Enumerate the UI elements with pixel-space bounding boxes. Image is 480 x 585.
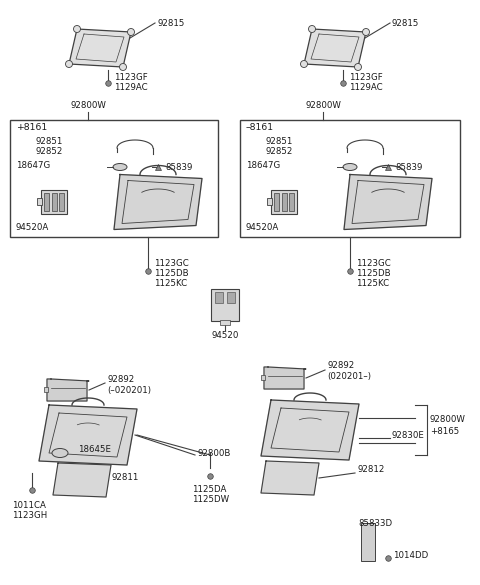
Text: 18645E: 18645E [78, 446, 111, 455]
Text: 85839: 85839 [395, 163, 422, 171]
Polygon shape [304, 29, 366, 67]
Text: (–020201): (–020201) [107, 386, 151, 394]
Bar [361, 523, 375, 561]
Text: 1123GC: 1123GC [356, 260, 391, 269]
Polygon shape [69, 29, 131, 67]
Text: 92812: 92812 [357, 466, 384, 474]
Text: 1125DB: 1125DB [356, 270, 391, 278]
Bar [37, 198, 42, 205]
Bar [41, 190, 67, 214]
Bar [281, 193, 287, 211]
Text: 18647G: 18647G [246, 161, 280, 170]
Text: 1014DD: 1014DD [393, 550, 428, 559]
Text: 1123GF: 1123GF [349, 74, 383, 82]
Circle shape [128, 29, 134, 36]
Text: 92800W: 92800W [70, 102, 106, 111]
Polygon shape [261, 461, 319, 495]
Ellipse shape [113, 163, 127, 170]
Polygon shape [114, 174, 202, 229]
Circle shape [300, 60, 308, 67]
Bar [240, 120, 460, 237]
Text: (020201–): (020201–) [327, 373, 371, 381]
Text: 1125DB: 1125DB [154, 270, 189, 278]
Text: 1123GC: 1123GC [154, 260, 189, 269]
Bar [267, 198, 272, 205]
Ellipse shape [52, 449, 68, 457]
Bar [211, 289, 239, 321]
Bar [44, 193, 49, 211]
Text: 92811: 92811 [112, 473, 139, 483]
Polygon shape [264, 367, 306, 389]
Bar [44, 387, 48, 392]
Text: 92851: 92851 [35, 137, 62, 146]
Text: 94520A: 94520A [246, 222, 279, 232]
Text: 92800B: 92800B [197, 449, 230, 457]
Text: 92800W: 92800W [430, 415, 466, 425]
Bar [227, 292, 235, 303]
Circle shape [120, 64, 127, 71]
Bar [10, 120, 218, 237]
Bar [274, 193, 279, 211]
Text: –8161: –8161 [246, 123, 274, 132]
Text: 1129AC: 1129AC [114, 84, 148, 92]
Text: 92892: 92892 [107, 374, 134, 384]
Text: 85839: 85839 [165, 163, 192, 171]
Bar [51, 193, 57, 211]
Text: 1125DA: 1125DA [192, 486, 227, 494]
Bar [271, 190, 297, 214]
Circle shape [73, 26, 81, 33]
Text: 92892: 92892 [327, 362, 354, 370]
Text: 92852: 92852 [265, 147, 292, 157]
Circle shape [355, 64, 361, 71]
Polygon shape [47, 379, 89, 401]
Bar [59, 193, 64, 211]
Text: 1125KC: 1125KC [154, 280, 187, 288]
Text: 1123GH: 1123GH [12, 511, 47, 519]
Circle shape [362, 29, 370, 36]
Text: 1129AC: 1129AC [349, 84, 383, 92]
Circle shape [65, 60, 72, 67]
Bar [220, 320, 230, 325]
Text: 94520: 94520 [211, 331, 239, 339]
Bar [215, 292, 223, 303]
Text: 1011CA: 1011CA [12, 501, 46, 510]
Text: 1125DW: 1125DW [192, 495, 229, 504]
Text: 92852: 92852 [35, 147, 62, 157]
Ellipse shape [343, 163, 357, 170]
Polygon shape [53, 463, 111, 497]
Text: 94520A: 94520A [16, 222, 49, 232]
Bar [261, 375, 265, 380]
Polygon shape [39, 405, 137, 465]
Text: 1123GF: 1123GF [114, 74, 148, 82]
Text: 1125KC: 1125KC [356, 280, 389, 288]
Text: 92800W: 92800W [305, 102, 341, 111]
Text: 18647G: 18647G [16, 161, 50, 170]
Polygon shape [261, 400, 359, 460]
Bar [289, 193, 294, 211]
Text: 92851: 92851 [265, 137, 292, 146]
Text: 92815: 92815 [157, 19, 184, 27]
Polygon shape [344, 174, 432, 229]
Circle shape [309, 26, 315, 33]
Text: 92815: 92815 [392, 19, 420, 27]
Text: 92830E: 92830E [392, 431, 425, 439]
Text: 85833D: 85833D [358, 519, 392, 528]
Text: +8161: +8161 [16, 123, 47, 132]
Text: +8165: +8165 [430, 428, 459, 436]
